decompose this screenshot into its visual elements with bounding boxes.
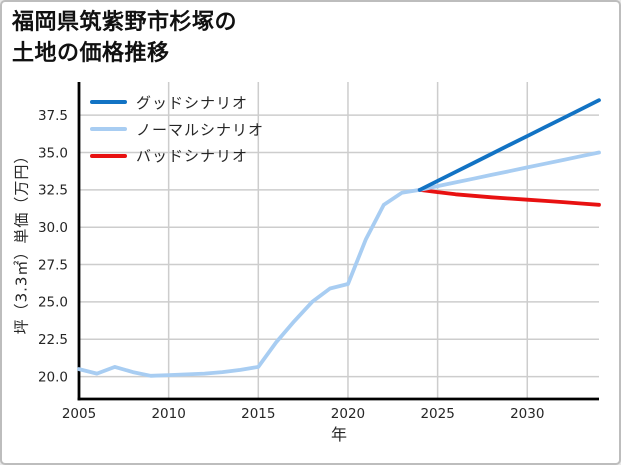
x-axis-label: 年 <box>330 425 348 444</box>
legend: グッドシナリオ ノーマルシナリオ バッドシナリオ <box>90 89 264 169</box>
y-axis-label: 坪（3.3㎡）単価（万円） <box>12 147 31 335</box>
x-tick-label: 2025 <box>420 406 454 422</box>
bad-scenario-line-swatch <box>90 153 127 158</box>
x-tick-label: 2010 <box>151 406 185 422</box>
history-line <box>77 187 422 378</box>
x-tick-label: 2005 <box>62 406 96 422</box>
normal-scenario-line-swatch <box>90 127 127 132</box>
bad-scenario-label: バッドシナリオ <box>136 147 249 166</box>
y-tick-label: 30.0 <box>38 220 68 236</box>
y-tick-label: 35.0 <box>38 145 68 161</box>
x-tick-label: 2030 <box>510 406 544 422</box>
chart-title-line2: 土地の価格推移 <box>12 41 170 66</box>
good-scenario-line-swatch <box>90 100 127 105</box>
normal-scenario-line <box>417 150 601 192</box>
good-scenario-label: グッドシナリオ <box>136 93 249 112</box>
y-tick-label: 37.5 <box>38 108 68 124</box>
y-tick-label: 32.5 <box>38 183 68 199</box>
x-tick-label: 2020 <box>331 406 365 422</box>
y-tick-label: 27.5 <box>38 257 68 273</box>
chart-title-line1: 福岡県筑紫野市杉塚の <box>12 10 238 35</box>
y-tick-label: 20.0 <box>38 369 68 385</box>
y-tick-label: 25.0 <box>38 295 68 311</box>
normal-scenario-label: ノーマルシナリオ <box>136 120 265 139</box>
chart-title: 福岡県筑紫野市杉塚の 土地の価格推移 <box>12 7 237 69</box>
legend-item-normal-scenario: ノーマルシナリオ <box>90 116 264 143</box>
x-tick-label: 2015 <box>241 406 275 422</box>
bad-scenario-line <box>417 187 601 207</box>
y-tick-label: 22.5 <box>38 332 68 348</box>
legend-item-good-scenario: グッドシナリオ <box>90 89 264 116</box>
good-scenario-line <box>417 98 601 192</box>
legend-item-bad-scenario: バッドシナリオ <box>90 142 264 169</box>
